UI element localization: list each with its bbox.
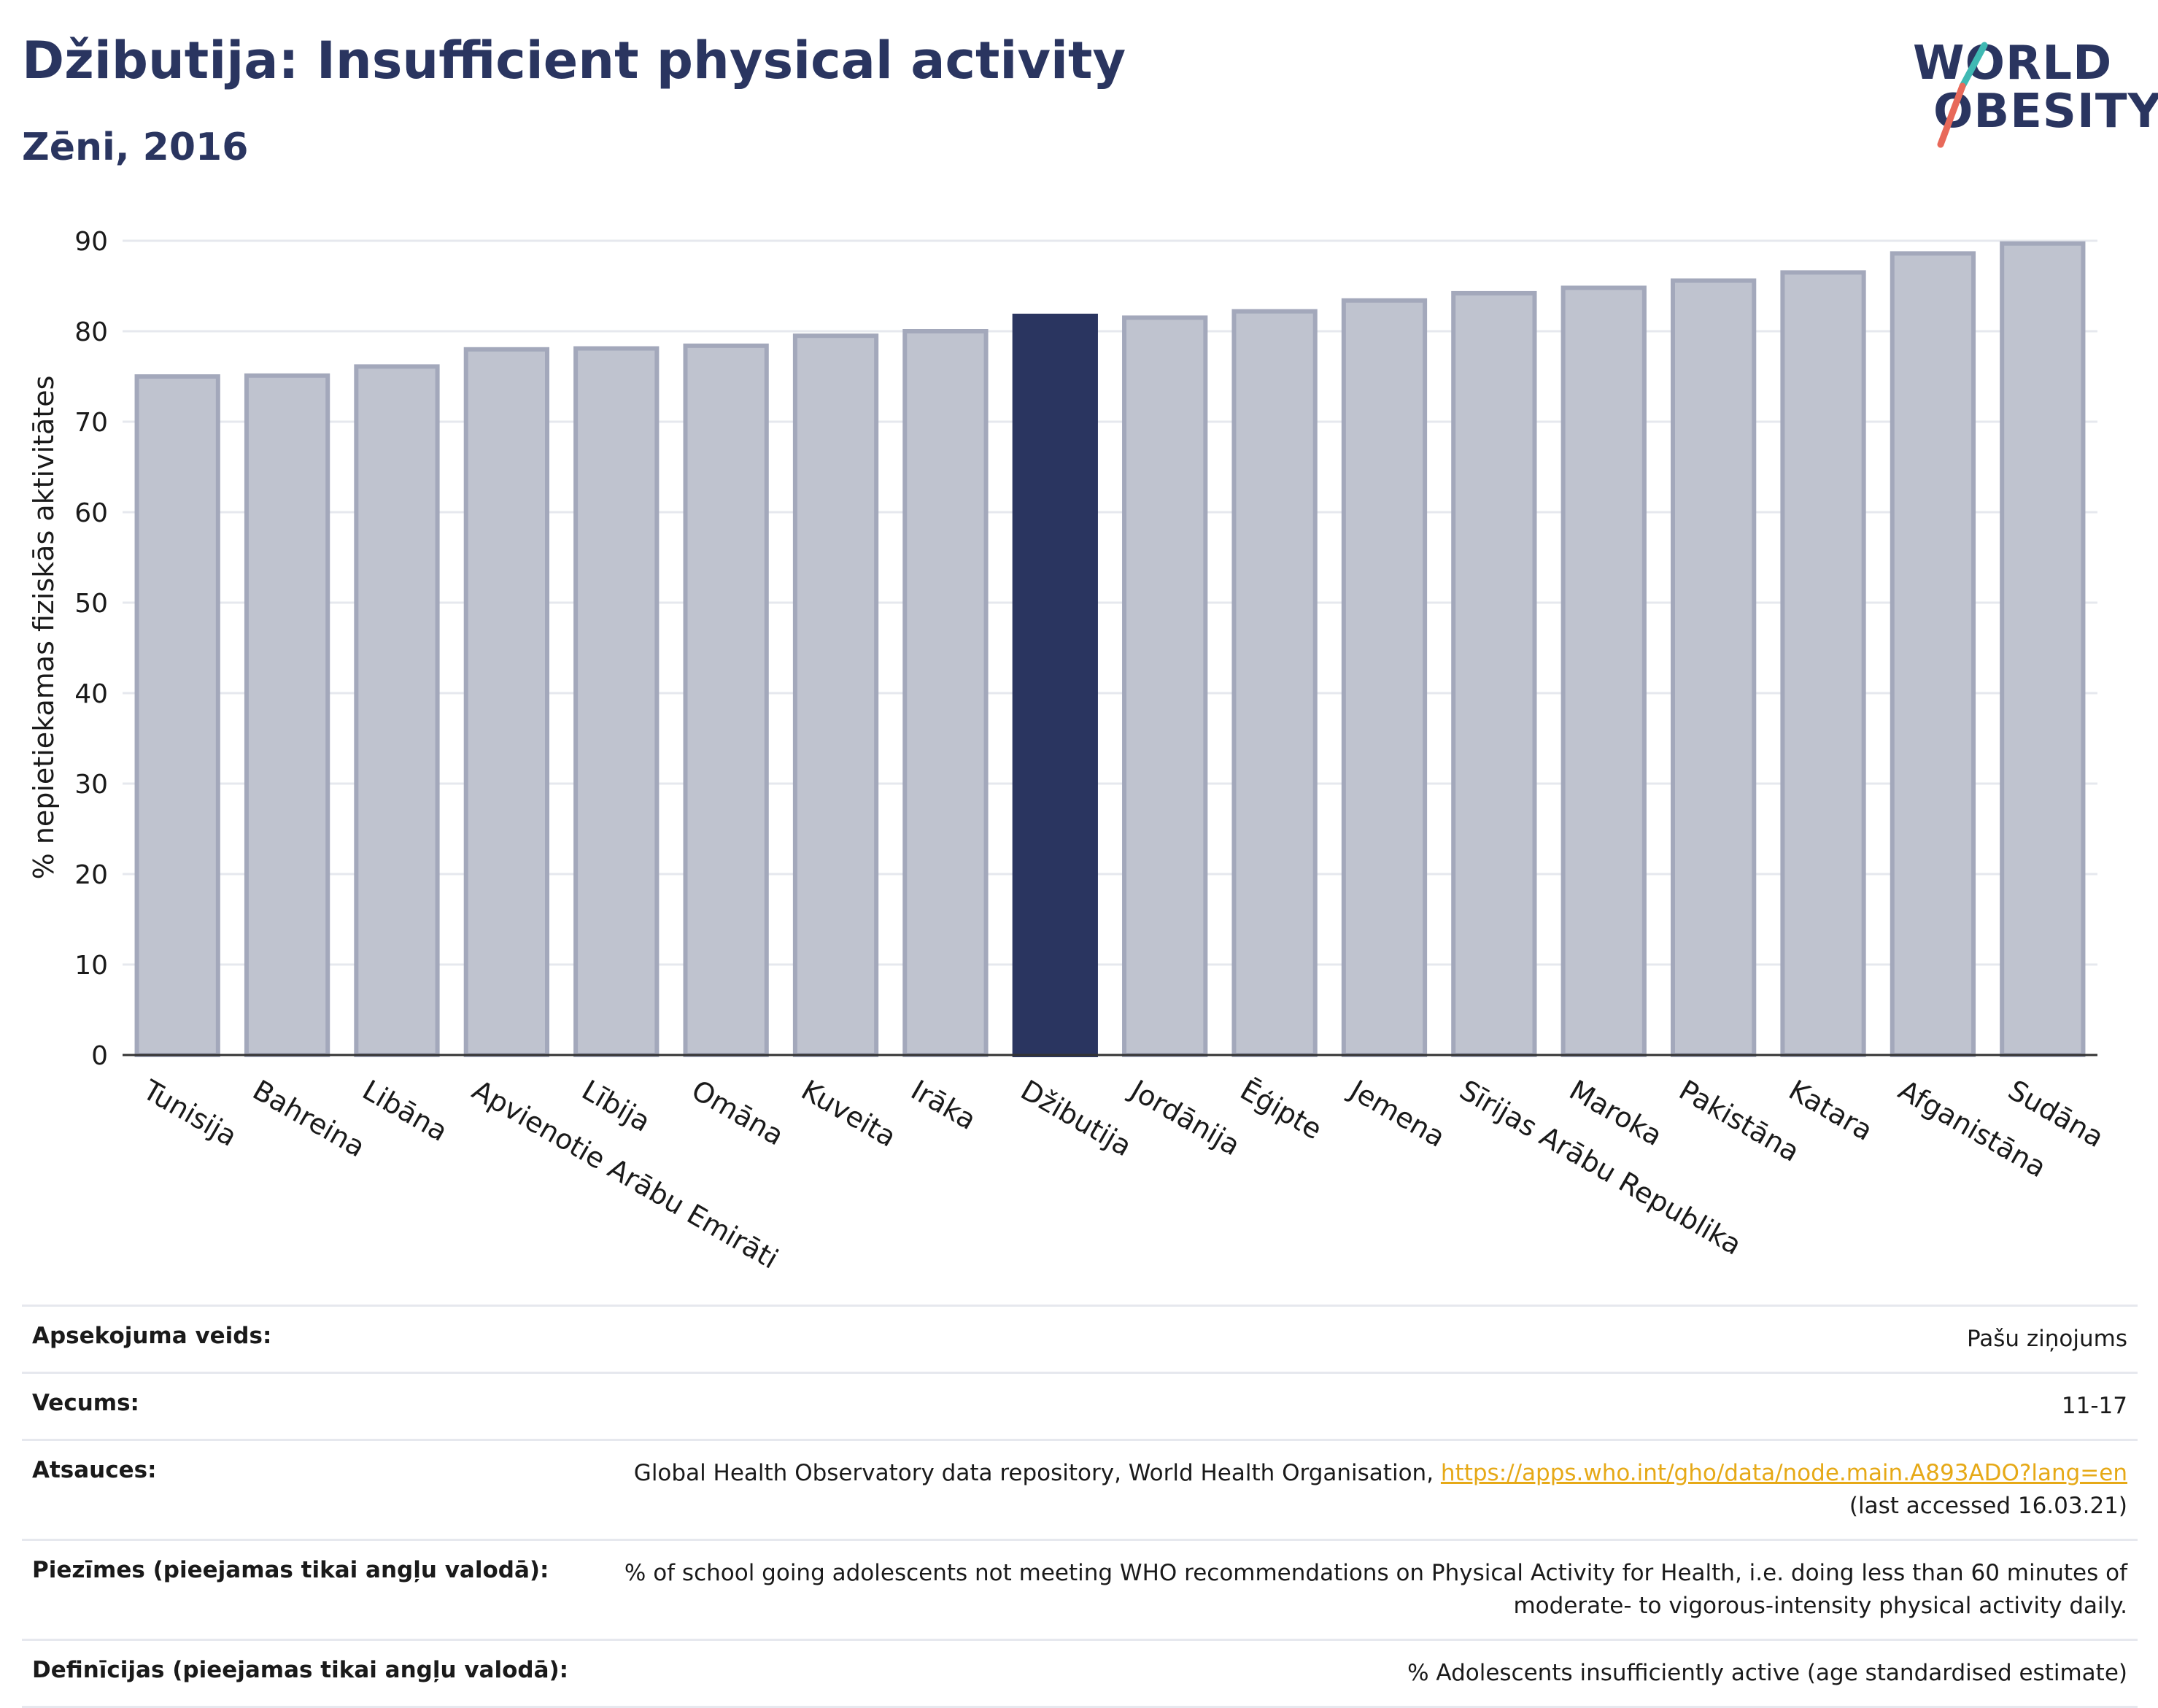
reference-accessed: (last accessed 16.03.21) — [1849, 1492, 2127, 1519]
bar — [1780, 270, 1866, 1057]
bars — [134, 241, 2086, 1058]
y-tick-label: 70 — [74, 408, 108, 438]
meta-value-references: Global Health Observatory data repositor… — [634, 1457, 2127, 1523]
x-tick-label: Bahreina — [247, 1074, 371, 1164]
meta-row-references: Atsauces: Global Health Observatory data… — [22, 1438, 2138, 1539]
bar — [1231, 309, 1318, 1058]
meta-label: Atsauces: — [32, 1456, 157, 1483]
x-tick-label: Lībija — [576, 1074, 656, 1138]
page-title: Džibutija: Insufficient physical activit… — [22, 31, 1126, 90]
x-tick-label: Irāka — [905, 1074, 981, 1136]
meta-label: Definīcijas (pieejamas tikai angļu valod… — [32, 1656, 569, 1683]
logo-word-world: WORLD — [1913, 36, 2113, 90]
bar — [463, 347, 550, 1058]
meta-row-age: Vecums: 11-17 — [22, 1371, 2138, 1439]
y-tick-label: 80 — [74, 317, 108, 347]
meta-label: Apsekojuma veids: — [32, 1323, 272, 1349]
reference-text: Global Health Observatory data repositor… — [633, 1459, 1441, 1486]
gridlines — [123, 239, 2097, 1056]
meta-row-notes: Piezīmes (pieejamas tikai angļu valodā):… — [22, 1538, 2138, 1639]
y-tick-label: 40 — [74, 679, 108, 709]
y-tick-label: 10 — [74, 951, 108, 981]
bar-highlighted — [1012, 313, 1098, 1058]
bar — [2000, 241, 2086, 1058]
bar — [244, 373, 330, 1057]
meta-label: Vecums: — [32, 1389, 139, 1416]
meta-value: 11-17 — [2061, 1392, 2127, 1419]
y-tick-label: 20 — [74, 860, 108, 890]
x-tick-label: Pakistāna — [1674, 1074, 1805, 1168]
meta-row-survey-type: Apsekojuma veids: Pašu ziņojums — [22, 1305, 2138, 1372]
bar — [683, 343, 769, 1057]
page-subtitle: Zēni, 2016 — [22, 125, 249, 169]
meta-value: Pašu ziņojums — [1966, 1326, 2127, 1352]
logo-word-obesity: OBESITY — [1933, 85, 2158, 139]
bar — [1122, 315, 1208, 1057]
y-tick-label: 0 — [91, 1041, 108, 1071]
bar — [1561, 285, 1647, 1058]
bar — [1670, 278, 1757, 1057]
x-tick-label: Ēģipte — [1235, 1074, 1328, 1146]
bar — [902, 329, 989, 1057]
y-tick-label: 60 — [74, 498, 108, 528]
logo-slash-icon — [1937, 42, 1988, 148]
bar — [354, 364, 440, 1058]
y-tick-label: 90 — [74, 227, 108, 257]
y-tick-label: 30 — [74, 770, 108, 800]
meta-label: Piezīmes (pieejamas tikai angļu valodā): — [32, 1556, 549, 1583]
x-tick-label: Omāna — [687, 1074, 789, 1152]
x-tick-label: Tunisija — [137, 1073, 242, 1153]
metadata-table: Apsekojuma veids: Pašu ziņojums Vecums: … — [22, 1305, 2138, 1708]
x-tick-label: Kuveita — [796, 1074, 902, 1154]
bar — [792, 333, 879, 1057]
reference-link[interactable]: https://apps.who.int/gho/data/node.main.… — [1440, 1459, 2127, 1486]
meta-value: % of school going adolescents not meetin… — [624, 1559, 2127, 1619]
world-obesity-logo: WORLD OBESITY — [1904, 29, 2158, 153]
x-tick-label: Jordānija — [1124, 1073, 1245, 1162]
x-tick-label: Jemena — [1343, 1073, 1450, 1154]
y-tick-label: 50 — [74, 589, 108, 619]
bar — [1890, 251, 1976, 1058]
bar — [1341, 298, 1428, 1058]
x-tick-label: Libāna — [357, 1074, 453, 1148]
meta-value: % Adolescents insufficiently active (age… — [1407, 1659, 2127, 1686]
y-axis-ticks: 0 10 20 30 40 50 60 70 80 90 — [74, 227, 108, 1071]
bar — [1451, 290, 1537, 1057]
bar — [134, 374, 220, 1057]
bar — [573, 346, 660, 1057]
bar-chart: 0 10 20 30 40 50 60 70 80 90 Tunisija BahreinaLibā… — [74, 227, 2109, 1275]
meta-row-definitions: Definīcijas (pieejamas tikai angļu valod… — [22, 1638, 2138, 1708]
x-tick-label: Džibutija — [1016, 1074, 1137, 1163]
